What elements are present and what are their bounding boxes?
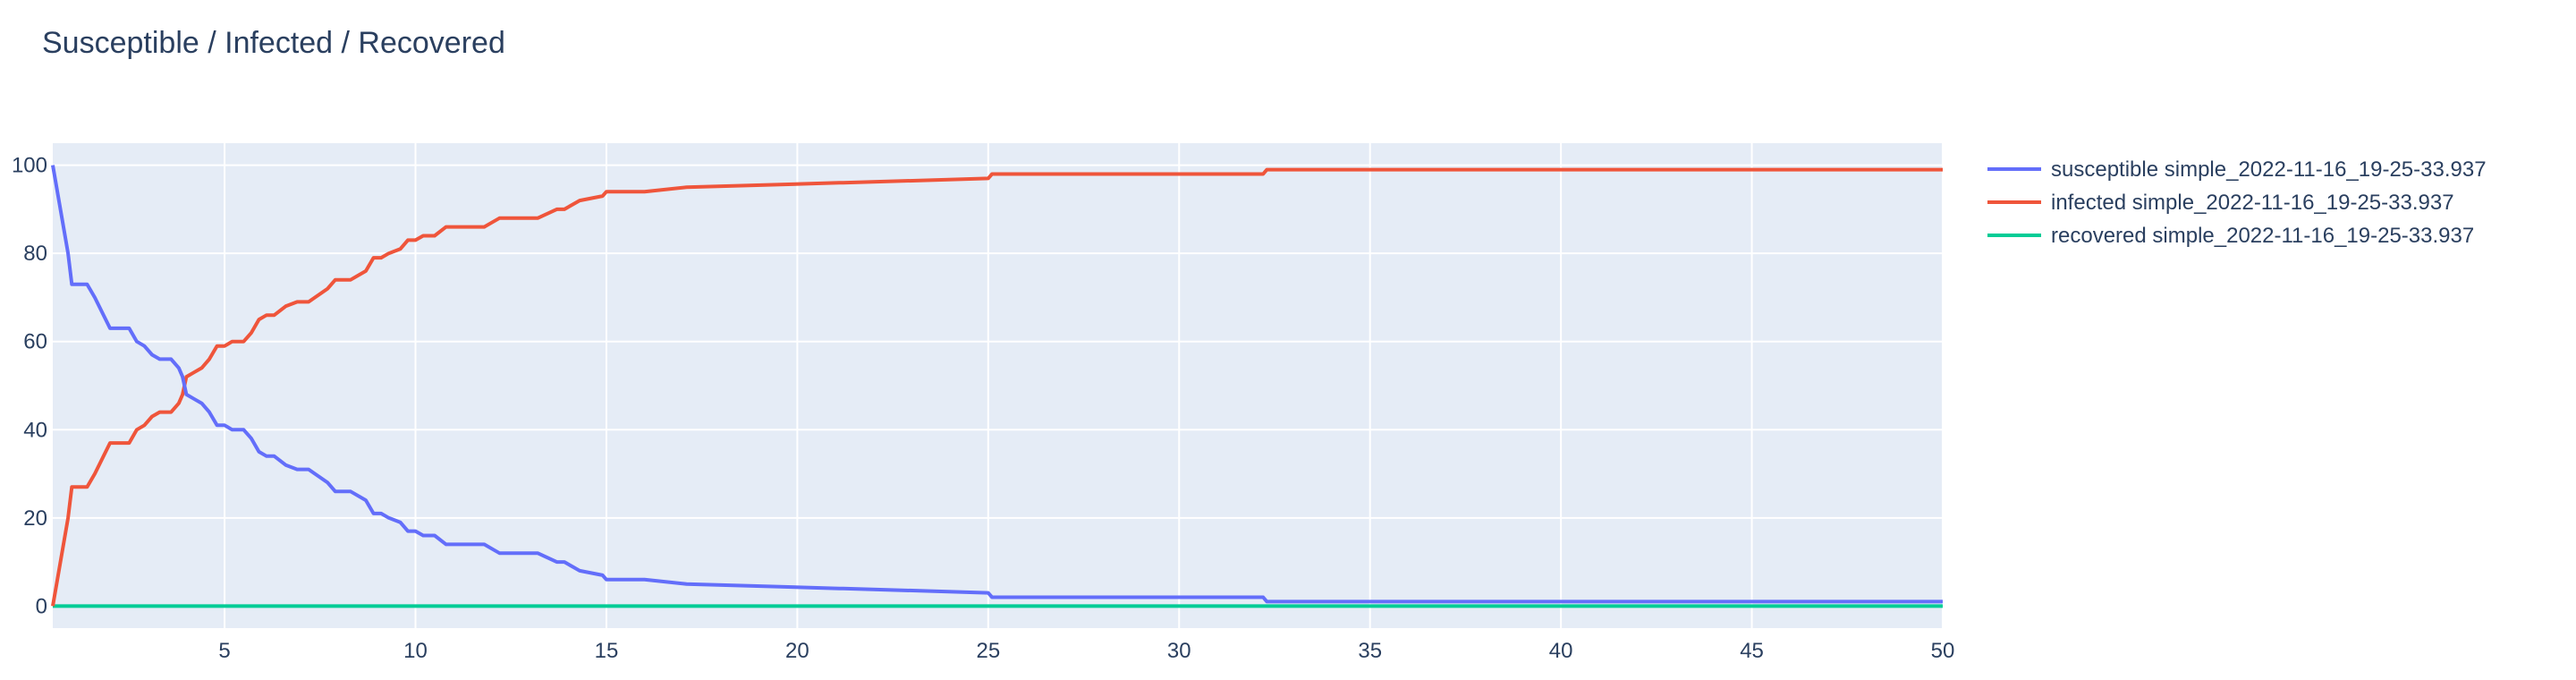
x-tick-label: 40 xyxy=(1549,639,1573,663)
x-tick-label: 45 xyxy=(1740,639,1764,663)
legend: susceptible simple_2022-11-16_19-25-33.9… xyxy=(1987,157,2487,248)
chart-title: Susceptible / Infected / Recovered xyxy=(42,26,505,60)
legend-entry[interactable]: susceptible simple_2022-11-16_19-25-33.9… xyxy=(2051,157,2487,182)
legend-entry[interactable]: recovered simple_2022-11-16_19-25-33.937 xyxy=(2051,224,2474,248)
x-axis: 5 10 15 20 25 30 35 40 45 50 xyxy=(218,639,1954,663)
legend-entry[interactable]: infected simple_2022-11-16_19-25-33.937 xyxy=(2051,191,2454,215)
y-tick-label: 60 xyxy=(23,330,47,354)
x-tick-label: 20 xyxy=(785,639,809,663)
x-tick-label: 5 xyxy=(218,639,230,663)
y-axis: 0 20 40 60 80 100 xyxy=(12,154,47,619)
y-tick-label: 20 xyxy=(23,506,47,531)
x-tick-label: 15 xyxy=(595,639,619,663)
x-tick-label: 10 xyxy=(403,639,428,663)
y-tick-label: 40 xyxy=(23,418,47,442)
series-line-susceptible xyxy=(51,165,1943,604)
x-tick-label: 50 xyxy=(1931,639,1955,663)
series-layer xyxy=(51,165,1943,608)
plot-area xyxy=(53,143,1943,628)
y-tick-label: 100 xyxy=(12,154,47,178)
x-tick-label: 35 xyxy=(1358,639,1382,663)
y-tick-label: 80 xyxy=(23,242,47,266)
series-line-infected xyxy=(51,167,1943,607)
x-tick-label: 25 xyxy=(976,639,1000,663)
y-tick-label: 0 xyxy=(36,594,47,618)
x-tick-label: 30 xyxy=(1167,639,1191,663)
